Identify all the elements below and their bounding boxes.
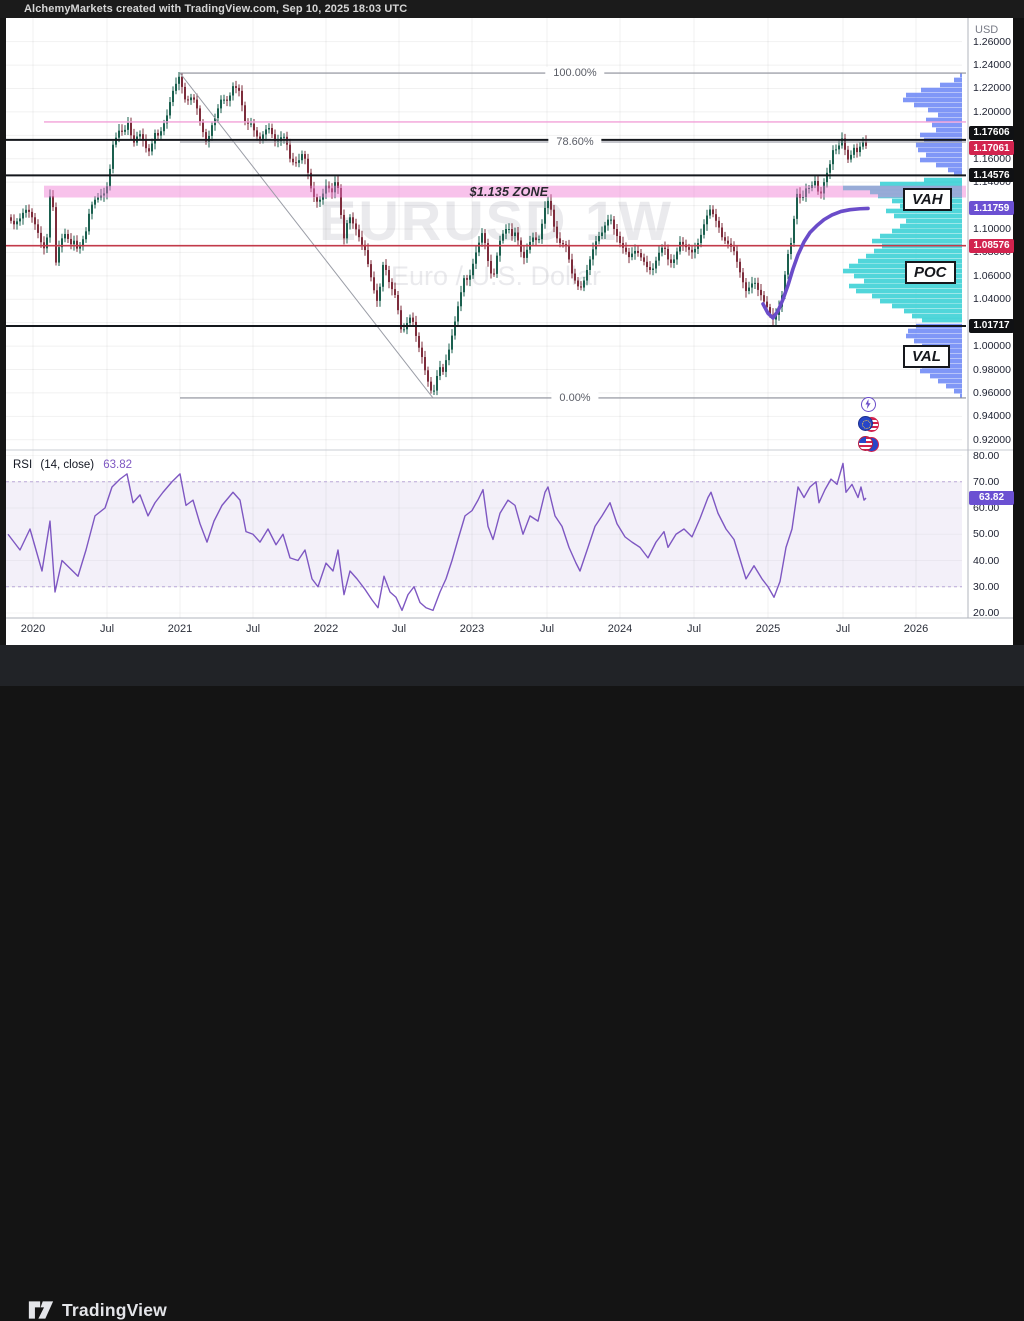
time-tick-label: 2022 [313,623,339,635]
time-tick-label: 2020 [20,623,46,635]
us-flag-icon [858,436,873,451]
price-tick-label: 0.98000 [973,363,1011,376]
rsi-tick-label: 50.00 [973,528,1000,541]
price-tick-label: 0.92000 [973,433,1011,446]
boost-button[interactable] [859,397,879,414]
price-tick-label: 1.10000 [973,223,1011,235]
time-tick-label: Jul [99,623,115,635]
rsi-value-badge: 63.82 [969,490,1014,505]
price-badge: 1.11759 [969,201,1014,216]
fib-level-label: 0.00% [551,391,599,404]
eur-symbol-icon[interactable] [858,416,880,433]
price-badge: 1.08576 [969,238,1014,253]
val-label[interactable]: VAL [903,345,950,368]
rsi-params: (14, close) [40,459,95,471]
gridlines [6,18,962,618]
price-badge: 1.17606 [969,125,1014,140]
eu-flag-icon [858,416,873,431]
poc-label[interactable]: POC [905,261,956,284]
rsi-tick-label: 70.00 [973,475,1000,488]
lightning-icon [861,397,876,412]
fib-level-label: 100.00% [545,67,605,80]
price-tick-label: 1.20000 [973,105,1011,118]
time-tick-label: Jul [391,623,407,635]
price-tick-label: 1.22000 [973,82,1011,95]
time-tick-label: 2026 [903,623,929,635]
attribution-text: AlchemyMarkets created with TradingView.… [24,3,408,15]
time-tick-label: 2025 [755,623,781,635]
candlestick-series[interactable] [10,71,867,396]
rsi-indicator-title[interactable]: RSI (14, close) 63.82 [13,459,132,471]
usd-symbol-icon[interactable] [858,436,880,453]
rsi-tick-label: 60.00 [973,502,1000,514]
zone-annotation-label[interactable]: $1.135 ZONE [469,184,549,199]
price-tick-label: 1.06000 [973,269,1011,282]
time-tick-label: 2021 [167,623,193,635]
rsi-tick-label: 20.00 [973,607,1000,619]
tradingview-mark-icon [28,1301,54,1319]
tradingview-logo[interactable]: TradingView [28,1299,167,1321]
price-tick-label: 1.26000 [973,35,1011,48]
price-tick-label: 1.00000 [973,340,1011,353]
price-badge: 1.01717 [969,318,1014,333]
rsi-tick-label: 80.00 [973,449,1000,462]
chart-canvas[interactable] [0,0,1024,686]
rsi-tick-label: 30.00 [973,580,1000,593]
rsi-name: RSI [13,459,33,471]
price-tick-label: 1.16000 [973,152,1011,165]
vwap-line[interactable] [761,206,870,320]
price-badge: 1.14576 [969,168,1014,183]
fib-level-label: 78.60% [548,135,602,148]
price-tick-label: 0.94000 [973,410,1011,423]
brand-name: TradingView [62,1299,167,1320]
price-zone-band[interactable] [44,185,966,198]
time-tick-label: Jul [686,623,702,635]
attribution-bar: AlchemyMarkets created with TradingView.… [0,0,1024,18]
rsi-line[interactable] [7,462,867,612]
price-tick-label: 1.24000 [973,59,1011,72]
right-frame-strip [1013,18,1024,645]
price-axis-currency: USD [975,24,999,36]
time-tick-label: Jul [245,623,261,635]
price-tick-label: 0.96000 [973,386,1011,399]
time-tick-label: Jul [835,623,851,635]
price-tick-label: 1.04000 [973,293,1011,306]
time-tick-label: 2023 [459,623,485,635]
rsi-value: 63.82 [103,459,133,471]
time-tick-label: 2024 [607,623,633,635]
rsi-tick-label: 40.00 [973,554,1000,567]
price-badge: 1.17061 [969,141,1014,156]
vah-label[interactable]: VAH [903,188,952,211]
bottom-brand-bar: TradingView [0,645,1024,1320]
time-tick-label: Jul [539,623,555,635]
